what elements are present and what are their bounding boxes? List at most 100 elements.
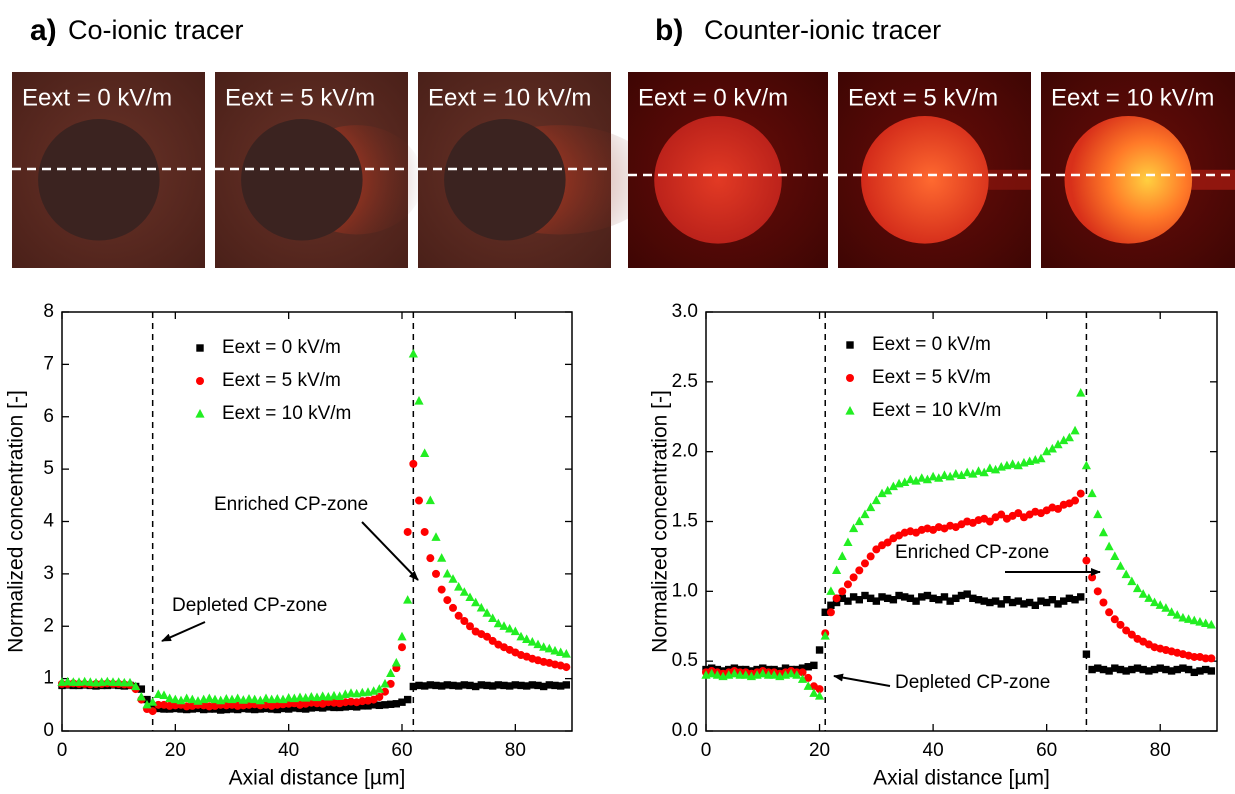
square-marker (307, 704, 316, 712)
square-marker (804, 663, 812, 671)
square-marker (471, 682, 480, 691)
triangle-marker (845, 406, 855, 415)
square-marker (1031, 601, 1040, 609)
circle-marker (466, 622, 474, 631)
triangle-marker (928, 471, 938, 481)
square-marker (1196, 667, 1204, 675)
square-marker (1042, 598, 1051, 607)
square-marker (324, 703, 333, 711)
circle-marker (454, 611, 463, 620)
circle-marker (1190, 652, 1199, 661)
square-marker (222, 705, 231, 714)
triangle-marker (165, 693, 175, 703)
y-tick-label: 4 (43, 511, 54, 532)
triangle-marker (431, 532, 441, 541)
square-marker (946, 597, 954, 605)
triangle-marker (516, 631, 526, 641)
triangle-marker (170, 694, 180, 704)
triangle-marker (803, 681, 813, 690)
square-marker (1077, 593, 1085, 601)
y-tick-label: 5 (43, 458, 54, 479)
image-label: Eext = 10 kV/m (428, 84, 591, 111)
circle-marker (838, 587, 847, 596)
panel-title: Co-ionic tracer (68, 15, 244, 45)
y-tick-label: 3 (43, 563, 54, 584)
triangle-marker (871, 495, 881, 505)
x-tick-label: 40 (923, 740, 944, 761)
triangle-marker (187, 694, 197, 704)
square-marker (318, 704, 327, 712)
triangle-marker (148, 697, 158, 706)
circle-marker (483, 632, 491, 641)
triangle-marker (380, 678, 390, 688)
triangle-marker (306, 691, 316, 701)
square-marker (889, 596, 898, 604)
square-marker (505, 682, 514, 690)
square-marker (449, 681, 457, 690)
panel-label: a) (30, 14, 57, 47)
circle-marker (381, 687, 389, 696)
triangle-marker (125, 677, 135, 687)
x-tick-label: 60 (1036, 740, 1057, 761)
square-marker (420, 682, 429, 690)
triangle-marker (63, 676, 73, 686)
triangle-marker (905, 474, 915, 484)
circle-marker (398, 643, 406, 652)
square-marker (245, 705, 253, 713)
square-marker (477, 681, 486, 689)
x-tick-label: 20 (165, 740, 186, 761)
micrograph: Eext = 5 kV/m (838, 72, 1031, 268)
triangle-marker (814, 691, 825, 700)
square-marker (403, 695, 412, 704)
triangle-marker (1132, 583, 1143, 593)
triangle-marker (888, 481, 898, 491)
triangle-marker (204, 693, 214, 703)
triangle-marker (482, 608, 492, 617)
triangle-marker (866, 502, 876, 512)
square-marker (844, 597, 852, 605)
square-marker (846, 341, 854, 349)
circle-marker (843, 580, 852, 589)
triangle-marker (250, 694, 260, 704)
square-marker (290, 704, 299, 712)
circle-marker (1099, 598, 1108, 607)
y-axis-title: Normalized concentration [-] (649, 390, 672, 653)
square-marker (545, 681, 554, 689)
square-marker (1094, 664, 1102, 672)
circle-marker (148, 707, 157, 716)
square-marker (986, 598, 994, 607)
annotation: Enriched CP-zone (895, 542, 1049, 563)
y-tick-label: 1 (43, 668, 54, 689)
annotation: Enriched CP-zone (214, 494, 368, 515)
circle-marker (460, 617, 469, 626)
triangle-marker (556, 647, 566, 657)
triangle-marker (729, 668, 739, 678)
square-marker (883, 594, 892, 603)
triangle-marker (499, 621, 509, 630)
circle-marker (985, 517, 994, 526)
circle-marker (437, 585, 446, 594)
triangle-marker (374, 684, 384, 693)
square-marker (878, 593, 886, 601)
panel-title: Counter-ionic tracer (704, 15, 941, 45)
triangle-marker (1047, 443, 1057, 453)
micrograph: Eext = 10 kV/m (418, 72, 657, 268)
square-marker (352, 703, 361, 711)
square-marker (335, 703, 344, 712)
square-marker (483, 681, 491, 690)
triangle-marker (1206, 619, 1216, 629)
square-marker (539, 682, 548, 691)
square-marker (375, 701, 384, 710)
square-marker (866, 594, 875, 603)
triangle-marker (522, 634, 532, 643)
triangle-marker (973, 466, 984, 475)
image-sphere (444, 119, 566, 241)
circle-marker (1082, 556, 1091, 565)
circle-marker (846, 374, 854, 382)
triangle-marker (1064, 432, 1074, 442)
circle-marker (997, 510, 1006, 519)
circle-marker (488, 636, 497, 645)
triangle-marker (85, 677, 95, 686)
y-tick-label: 2.5 (672, 371, 698, 392)
triangle-marker (425, 495, 435, 505)
